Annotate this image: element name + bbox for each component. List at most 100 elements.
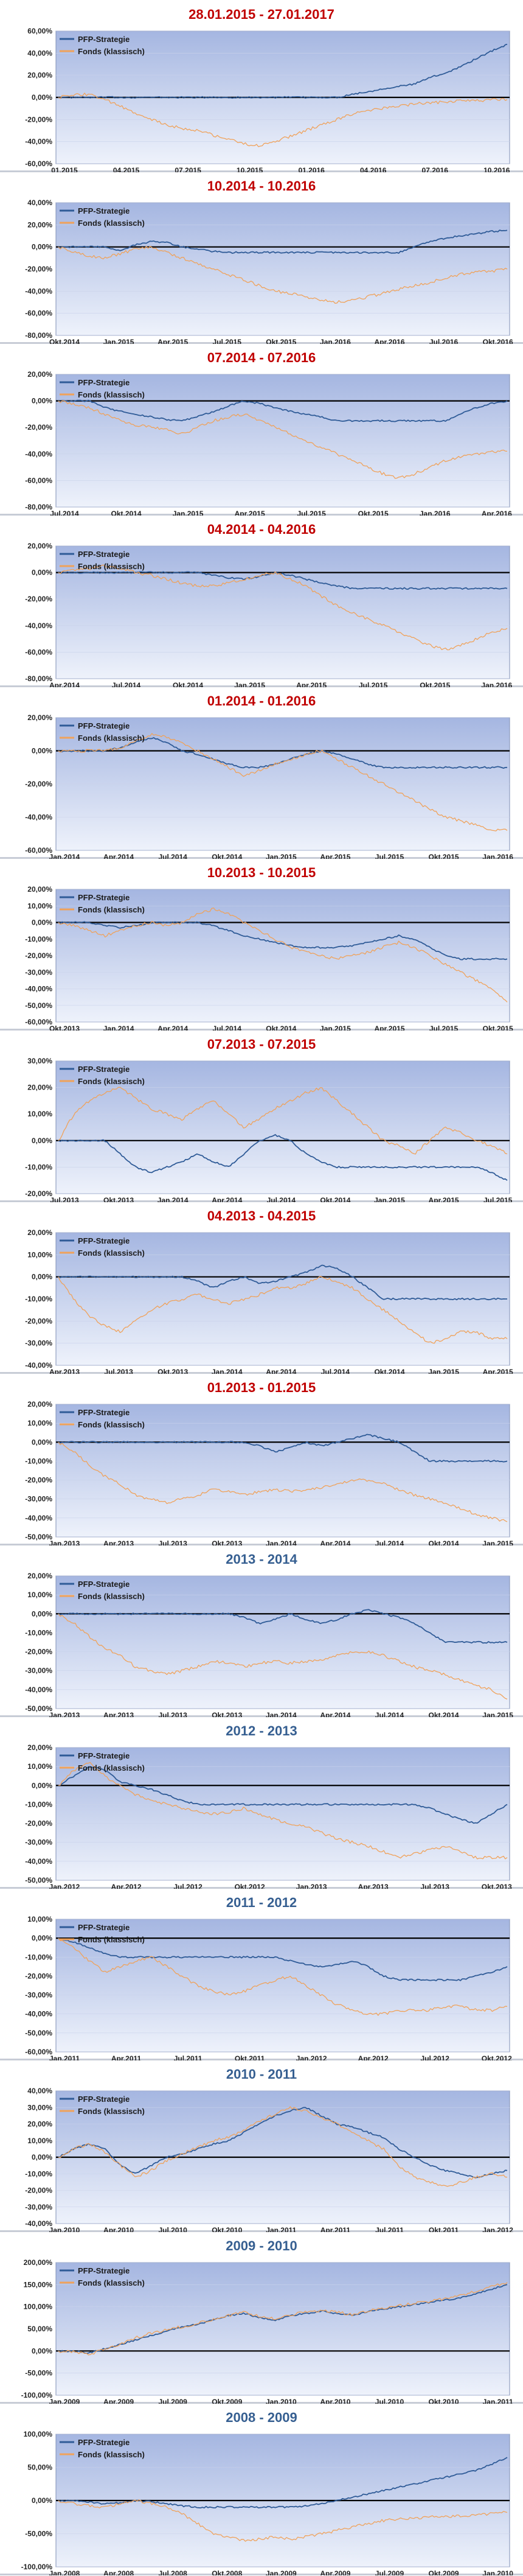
legend-label: Fonds (klassisch) (78, 562, 145, 571)
series-line-fonds-klassisch (58, 245, 508, 304)
x-tick-label: Jan.2015 (428, 1368, 459, 1374)
x-tick-label: Okt.2015 (429, 853, 459, 859)
series-line-pfp-strategie (58, 1766, 508, 1824)
y-tick-label: -50,00% (25, 2029, 52, 2037)
y-tick-label: -30,00% (25, 968, 52, 976)
y-tick-label: 20,00% (27, 370, 52, 379)
series-line-pfp-strategie (58, 1134, 508, 1181)
legend-label: PFP-Strategie (78, 2438, 130, 2447)
chart-svg: 2008 - 2009 100,00% 50,00% 0,00% -50,00% -100… (21, 2410, 514, 2575)
y-tick-label: -60,00% (25, 846, 52, 855)
x-tick-label: Jul.2014 (375, 1539, 404, 1545)
y-tick-label: -40,00% (25, 1361, 52, 1370)
x-tick-label: Jan.2010 (482, 2569, 513, 2575)
x-tick-label: Okt.2014 (111, 509, 142, 516)
legend-label: Fonds (klassisch) (78, 47, 145, 56)
x-tick-label: Okt.2009 (429, 2569, 459, 2575)
chart-title: 01.2014 - 01.2016 (207, 693, 316, 709)
x-tick-label: 04.2015 (113, 166, 140, 172)
series-line-fonds-klassisch (58, 2282, 508, 2356)
x-tick-label: Jul.2015 (297, 509, 326, 516)
chart-svg: 07.2014 - 07.2016 20,00% 0,00% -20,00% -40,0… (25, 350, 512, 516)
x-tick-label: Okt.2013 (49, 1024, 80, 1031)
series-line-fonds-klassisch (58, 1441, 508, 1522)
x-tick-label: Okt.2010 (429, 2398, 459, 2404)
x-tick-label: Jul.2014 (321, 1368, 350, 1374)
chart-panel: 04.2013 - 04.2015 20,00% 10,00% 0,00% -10,00… (0, 1202, 523, 1374)
series-line-fonds-klassisch (58, 2106, 508, 2187)
x-tick-label: Jan.2015 (482, 1711, 513, 1717)
y-tick-label: -10,00% (25, 935, 52, 943)
y-tick-label: -40,00% (25, 1857, 52, 1866)
x-tick-label: Apr.2015 (296, 681, 327, 687)
legend-label: Fonds (klassisch) (78, 2107, 145, 2116)
series-line-pfp-strategie (58, 1264, 507, 1301)
chart-panel: 2009 - 2010 200,00% 150,00% 100,00% 50,00% 0,… (0, 2232, 523, 2404)
x-tick-label: Okt.2015 (358, 509, 389, 516)
chart-panel: 28.01.2015 - 27.01.2017 60,00% 40,00% 20,00… (0, 1, 523, 172)
legend-label: PFP-Strategie (78, 1408, 130, 1417)
y-tick-label: -50,00% (25, 1704, 52, 1713)
y-tick-label: -20,00% (25, 115, 52, 124)
x-tick-label: Jan.2011 (483, 2398, 513, 2404)
x-tick-label: Apr.2015 (235, 509, 265, 516)
y-tick-label: -50,00% (25, 1533, 52, 1541)
y-tick-label: 10,00% (27, 901, 52, 910)
series-line-fonds-klassisch (58, 2499, 508, 2542)
x-tick-label: Apr.2016 (482, 509, 512, 516)
chart-svg: 01.2014 - 01.2016 20,00% 0,00% -20,00% -40,0… (25, 693, 513, 859)
series-line-pfp-strategie (58, 737, 508, 769)
series-line-fonds-klassisch (58, 400, 508, 479)
y-tick-label: 0,00% (32, 747, 52, 755)
series-line-fonds-klassisch (58, 1613, 508, 1700)
x-tick-label: Apr.2014 (212, 1196, 242, 1202)
x-tick-label: Okt.2010 (212, 2226, 242, 2232)
series-line-pfp-strategie (58, 229, 508, 254)
x-tick-label: Apr.2015 (320, 853, 350, 859)
legend-label: PFP-Strategie (78, 1751, 130, 1760)
x-tick-label: Apr.2010 (103, 2226, 134, 2232)
y-tick-label: 20,00% (27, 1083, 52, 1092)
y-tick-label: -30,00% (25, 1495, 52, 1503)
y-tick-label: -20,00% (25, 1819, 52, 1828)
x-tick-label: Okt.2009 (212, 2398, 242, 2404)
x-tick-label: Jul.2014 (50, 509, 79, 516)
plot-area (55, 1060, 510, 1194)
y-tick-label: -50,00% (25, 1876, 52, 1885)
legend-label: PFP-Strategie (78, 721, 130, 730)
x-tick-label: Jan.2015 (374, 1196, 405, 1202)
y-tick-label: 50,00% (27, 2325, 52, 2333)
x-tick-label: Jan.2013 (49, 1539, 80, 1545)
y-tick-label: 0,00% (32, 2153, 52, 2161)
x-tick-label: Apr.2014 (158, 1024, 188, 1031)
y-tick-label: 0,00% (32, 919, 52, 927)
x-tick-label: Okt.2013 (212, 1711, 242, 1717)
y-tick-label: 0,00% (32, 93, 52, 102)
chart-svg: 04.2014 - 04.2016 20,00% 0,00% -20,00% -40,0… (25, 522, 512, 687)
y-tick-label: 20,00% (27, 542, 52, 550)
y-tick-label: 30,00% (27, 2103, 52, 2112)
chart-panel: 07.2013 - 07.2015 30,00% 20,00% 10,00% 0,00%… (0, 1031, 523, 1202)
y-tick-label: -10,00% (25, 1953, 52, 1961)
chart-svg: 01.2013 - 01.2015 20,00% 10,00% 0,00% -10,00… (25, 1380, 513, 1545)
x-tick-label: Jan.2014 (158, 1196, 189, 1202)
legend-label: Fonds (klassisch) (78, 2450, 145, 2459)
x-tick-label: Jan.2012 (296, 2054, 327, 2060)
chart-title: 2012 - 2013 (226, 1723, 297, 1738)
chart-title: 01.2013 - 01.2015 (207, 1380, 316, 1395)
chart-title: 10.2014 - 10.2016 (207, 178, 316, 194)
chart-panel: 2008 - 2009 100,00% 50,00% 0,00% -50,00% -100… (0, 2404, 523, 2575)
x-tick-label: Apr.2014 (320, 1711, 350, 1717)
chart-panel: 10.2014 - 10.2016 40,00% 20,00% 0,00% -20,00… (0, 172, 523, 344)
y-tick-label: 20,00% (27, 220, 52, 229)
x-tick-label: Jul.2009 (158, 2398, 187, 2404)
x-tick-label: Okt.2014 (374, 1368, 404, 1374)
y-tick-label: -40,00% (25, 2010, 52, 2018)
chart-title: 2013 - 2014 (226, 1552, 297, 1567)
chart-svg: 2012 - 2013 20,00% 10,00% 0,00% -10,00% -20,0… (25, 1723, 512, 1889)
legend-label: Fonds (klassisch) (78, 733, 145, 743)
x-tick-label: Jul.2014 (267, 1196, 296, 1202)
legend-label: PFP-Strategie (78, 2095, 130, 2104)
series-line-fonds-klassisch (58, 907, 508, 1003)
y-tick-label: -20,00% (25, 595, 52, 603)
